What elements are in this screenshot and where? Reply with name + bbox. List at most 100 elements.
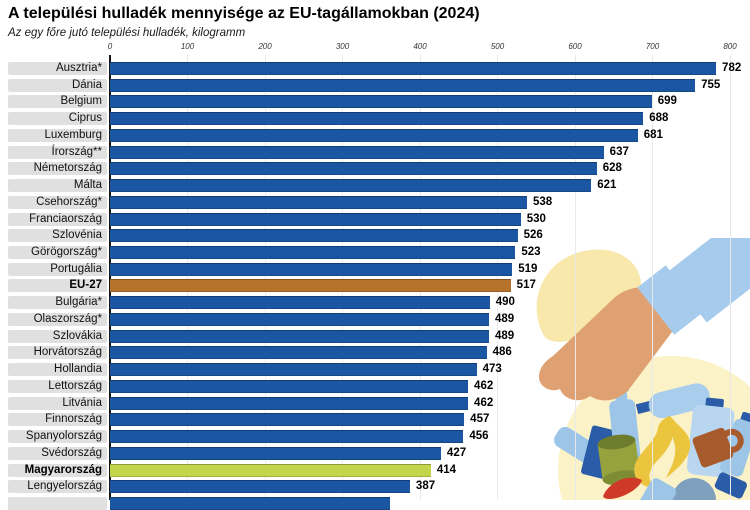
country-label: Ciprus	[8, 112, 107, 126]
country-label: EU-27	[8, 279, 107, 293]
value-label: 414	[436, 463, 457, 476]
bar-default	[110, 480, 410, 494]
value-label: 387	[415, 480, 436, 493]
value-label: 688	[649, 112, 669, 125]
country-label: Málta	[8, 179, 107, 193]
axis-tick-label: 0	[107, 42, 113, 51]
axis-tick-label: 500	[490, 42, 505, 51]
bar-default	[110, 262, 513, 276]
country-label: Franciaország	[8, 212, 107, 226]
y-axis-line	[109, 55, 111, 500]
bar-default	[110, 212, 521, 226]
value-label: 490	[495, 296, 515, 309]
value-label: 681	[643, 128, 663, 141]
bar-default	[110, 396, 469, 410]
country-label: Luxemburg	[8, 128, 107, 142]
country-label: Szlovénia	[8, 229, 107, 243]
sleeve-shape	[667, 238, 750, 323]
bar-default	[110, 195, 527, 209]
country-label: Magyarország	[8, 463, 107, 477]
trash-items-icon	[554, 381, 750, 500]
gridline	[264, 55, 266, 500]
gridline	[187, 55, 188, 500]
bar-default	[110, 179, 592, 193]
gridline	[652, 55, 653, 500]
value-label: 489	[494, 312, 515, 325]
sleeve-cuff-shape	[637, 265, 703, 335]
axis-tick-label: 200	[258, 42, 272, 51]
country-label: Ausztria*	[8, 62, 107, 75]
gridline	[574, 55, 576, 500]
axis-tick-label: 800	[723, 42, 737, 51]
bar-default	[110, 346, 487, 360]
value-label: 621	[597, 179, 617, 192]
page-title: A települési hulladék mennyisége az EU-t…	[8, 5, 480, 22]
axis-tick-label: 400	[413, 42, 427, 51]
country-label: Bulgária*	[8, 296, 107, 310]
value-label: 519	[518, 262, 538, 275]
bar-default	[110, 312, 489, 326]
value-label: 517	[516, 279, 536, 292]
bar-hu	[110, 463, 431, 477]
bar-default	[110, 128, 638, 142]
hand-icon	[539, 287, 676, 401]
country-label: Portugália	[8, 262, 107, 276]
bar-default	[110, 329, 489, 343]
country-label: Olaszország*	[8, 312, 107, 326]
value-label: 457	[470, 413, 490, 426]
country-label: Svédország	[8, 446, 107, 460]
bar-default	[110, 246, 516, 260]
country-label: Lettország	[8, 379, 107, 393]
bar-default	[110, 363, 477, 377]
partial-row-bar	[110, 496, 390, 510]
axis-tick-label: 700	[645, 42, 660, 51]
country-label: Spanyolország	[8, 430, 107, 444]
value-label: 538	[532, 195, 553, 208]
value-label: 782	[722, 62, 742, 74]
country-label: Hollandia	[8, 363, 107, 377]
value-label: 473	[482, 363, 502, 376]
bar-default	[110, 112, 644, 126]
bar-default	[110, 78, 696, 92]
bar-eu	[110, 279, 511, 293]
country-label: Belgium	[8, 95, 107, 109]
bar-default	[110, 162, 597, 176]
country-label: Litvánia	[8, 396, 107, 410]
country-label: Csehország*	[8, 195, 107, 209]
country-label: Horvátország	[8, 346, 107, 360]
gridline	[342, 55, 343, 500]
partial-row-band	[8, 496, 107, 510]
bar-default	[110, 145, 604, 159]
value-label: 699	[657, 95, 677, 108]
bar-default	[110, 296, 490, 310]
value-label: 462	[474, 396, 494, 409]
country-label: Írország**	[8, 145, 107, 159]
gridline	[729, 55, 731, 500]
country-label: Dánia	[8, 78, 107, 92]
value-label: 489	[494, 329, 515, 342]
bar-default	[110, 62, 717, 75]
waste-bag-illustration	[536, 238, 750, 500]
axis-tick-label: 600	[568, 42, 582, 51]
value-label: 755	[701, 78, 721, 91]
bar-default	[110, 430, 464, 444]
value-label: 530	[526, 212, 546, 225]
page-subtitle: Az egy főre jutó települési hulladék, ki…	[8, 27, 246, 39]
country-label: Finnország	[8, 413, 107, 427]
value-label: 523	[521, 246, 541, 259]
gridline	[497, 55, 498, 500]
bar-default	[110, 229, 518, 243]
bar-default	[110, 95, 652, 109]
country-label: Németország	[8, 162, 107, 176]
value-label: 637	[609, 145, 629, 158]
value-label: 462	[474, 379, 494, 392]
axis-tick-label: 100	[180, 42, 195, 51]
value-label: 486	[492, 346, 512, 359]
value-label: 526	[523, 229, 543, 242]
bar-default	[110, 379, 469, 393]
country-label: Szlovákia	[8, 329, 107, 343]
gridline	[419, 55, 421, 500]
axis-tick-label: 300	[335, 42, 350, 51]
bar-default	[110, 446, 441, 460]
